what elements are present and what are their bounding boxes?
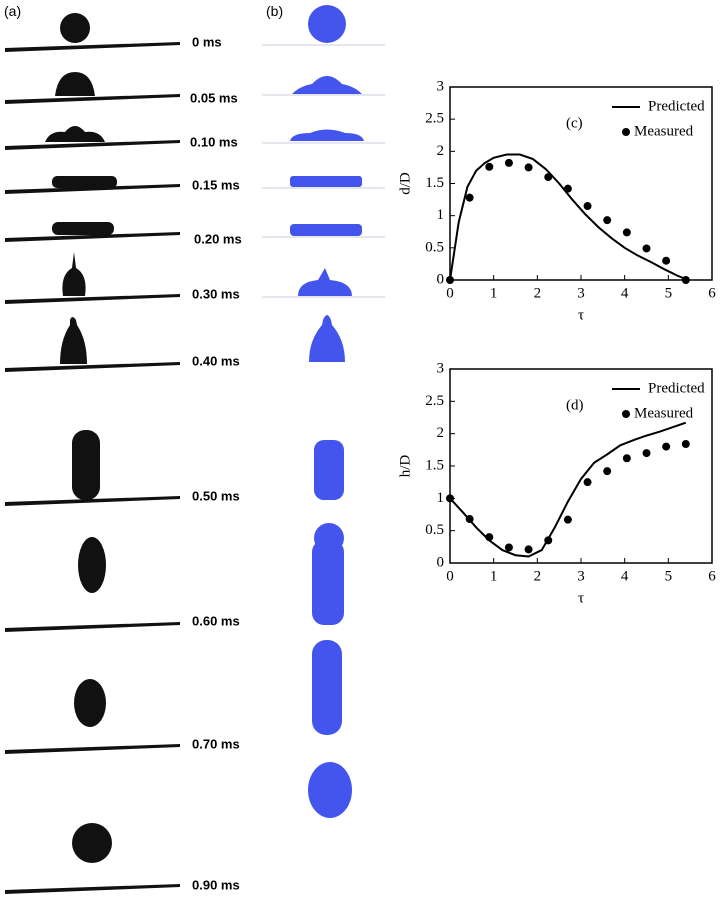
x-tick-label: 0 bbox=[446, 568, 454, 584]
time-label: 0.30 ms bbox=[192, 286, 240, 301]
legend-marker bbox=[622, 410, 630, 418]
y-tick-label: 3 bbox=[437, 360, 445, 376]
measured-point bbox=[603, 467, 612, 476]
time-labels: 0 ms 0.05 ms 0.10 ms 0.15 ms 0.20 ms 0.3… bbox=[190, 34, 242, 892]
measured-point bbox=[583, 478, 592, 487]
panel-label: (c) bbox=[566, 115, 583, 131]
legend-label: Measured bbox=[634, 123, 694, 139]
y-tick-label: 2.5 bbox=[425, 393, 444, 409]
y-tick-label: 0 bbox=[437, 554, 445, 570]
y-axis-label: h/D bbox=[397, 455, 413, 478]
y-tick-label: 2 bbox=[437, 425, 445, 441]
y-tick-label: 2 bbox=[437, 143, 445, 159]
time-label: 0.05 ms bbox=[190, 90, 238, 105]
time-label: 0.60 ms bbox=[192, 613, 240, 628]
measured-point bbox=[465, 193, 474, 202]
measured-point bbox=[662, 442, 671, 451]
measured-point bbox=[544, 173, 553, 182]
time-label: 0.70 ms bbox=[192, 736, 240, 751]
measured-point bbox=[583, 202, 592, 211]
measured-point bbox=[504, 158, 513, 167]
time-label: 0.90 ms bbox=[192, 877, 240, 892]
y-tick-label: 1 bbox=[437, 490, 445, 506]
x-tick-label: 2 bbox=[534, 568, 542, 584]
x-tick-label: 3 bbox=[577, 568, 585, 584]
y-tick-label: 0 bbox=[437, 271, 445, 287]
x-axis-label: τ bbox=[578, 590, 584, 606]
measured-point bbox=[642, 449, 651, 458]
measured-point bbox=[544, 536, 553, 545]
y-tick-label: 0.5 bbox=[425, 239, 444, 255]
legend-label: Predicted bbox=[648, 98, 705, 114]
time-label: 0.50 ms bbox=[192, 488, 240, 503]
y-tick-label: 3 bbox=[437, 78, 445, 94]
measured-point bbox=[524, 163, 533, 172]
measured-point bbox=[504, 543, 513, 552]
panel-b-images bbox=[262, 5, 385, 818]
legend-marker bbox=[622, 128, 630, 136]
x-axis-label: τ bbox=[578, 307, 584, 323]
measured-point bbox=[642, 244, 651, 253]
x-tick-label: 1 bbox=[490, 285, 498, 301]
measured-point bbox=[485, 533, 494, 542]
time-label: 0.40 ms bbox=[192, 353, 240, 368]
panel-label: (a) bbox=[4, 3, 21, 19]
x-tick-label: 5 bbox=[665, 568, 673, 584]
panel-label: (b) bbox=[266, 3, 283, 19]
y-tick-label: 0.5 bbox=[425, 522, 444, 538]
x-tick-label: 2 bbox=[534, 285, 542, 301]
time-label: 0 ms bbox=[192, 34, 222, 49]
measured-point bbox=[524, 545, 533, 554]
x-tick-label: 0 bbox=[446, 285, 454, 301]
charts: 0 0.5 1 1.5 2 2.5 3 0 1 2 3 4 5 6 τ d/D (c) Predicted Meas… bbox=[397, 78, 716, 606]
legend-label: Predicted bbox=[648, 380, 705, 396]
y-axis-label: d/D bbox=[397, 172, 413, 195]
x-tick-label: 3 bbox=[577, 285, 585, 301]
measured-point bbox=[622, 454, 631, 463]
time-label: 0.20 ms bbox=[194, 231, 242, 246]
measured-point bbox=[662, 256, 671, 265]
time-label: 0.15 ms bbox=[192, 177, 240, 192]
x-tick-label: 4 bbox=[621, 285, 629, 301]
x-tick-label: 6 bbox=[708, 568, 716, 584]
y-tick-label: 1.5 bbox=[425, 457, 444, 473]
x-tick-label: 6 bbox=[708, 285, 716, 301]
time-label: 0.10 ms bbox=[190, 134, 238, 149]
measured-point bbox=[465, 515, 474, 524]
measured-point bbox=[603, 216, 612, 225]
measured-point bbox=[446, 276, 454, 284]
panel-a-images bbox=[5, 13, 180, 894]
measured-point bbox=[622, 228, 631, 237]
measured-point bbox=[681, 440, 690, 449]
measured-point bbox=[563, 515, 572, 524]
y-tick-label: 1.5 bbox=[425, 175, 444, 191]
measured-point bbox=[681, 276, 690, 284]
x-tick-label: 1 bbox=[490, 568, 498, 584]
predicted-line bbox=[449, 153, 689, 281]
y-tick-label: 2.5 bbox=[425, 111, 444, 127]
x-tick-label: 4 bbox=[621, 568, 629, 584]
y-tick-label: 1 bbox=[437, 207, 445, 223]
measured-point bbox=[563, 184, 572, 193]
legend-label: Measured bbox=[634, 405, 694, 421]
measured-point bbox=[446, 494, 454, 503]
measured-point bbox=[485, 162, 494, 171]
x-tick-label: 5 bbox=[665, 285, 673, 301]
panel-label: (d) bbox=[566, 397, 584, 413]
